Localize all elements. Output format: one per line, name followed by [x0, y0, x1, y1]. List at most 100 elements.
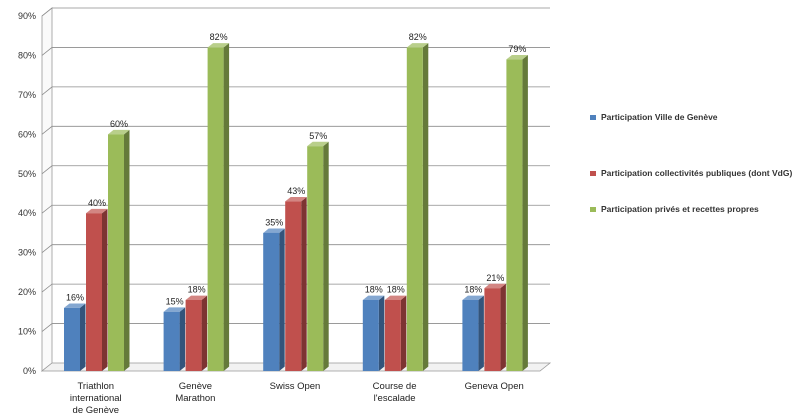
- bar-top: [86, 208, 108, 214]
- bar-1-2: [207, 43, 230, 372]
- bar-top: [285, 196, 307, 202]
- gridline: [41, 7, 550, 17]
- data-label: 57%: [309, 131, 327, 141]
- bar-front: [263, 232, 280, 371]
- bar-side: [400, 295, 407, 371]
- bar-0-1: [86, 208, 108, 371]
- data-label: 40%: [88, 198, 106, 208]
- x-category-label: Genève Marathon: [175, 381, 215, 404]
- gridline: [41, 204, 550, 214]
- gridline: [41, 86, 550, 96]
- gridline: [41, 165, 550, 175]
- legend-swatch-red: [590, 171, 596, 176]
- data-labels: 16% 40% 60% 15% 18% 82% 35% 43% 57% 18% 18% 82% 18% 2…: [66, 32, 526, 306]
- legend-item-collectivites: Participation collectivités publiques (d…: [590, 168, 802, 178]
- bar-top: [484, 283, 506, 289]
- bar-side: [478, 295, 484, 371]
- bar-top: [362, 295, 385, 300]
- legend-swatch-green: [590, 207, 596, 212]
- bar-side: [522, 54, 528, 371]
- x-axis-category-labels: Triathlon international de Genève Genève Mar…: [70, 381, 524, 416]
- y-tick-label: 40%: [18, 208, 36, 218]
- bar-top: [506, 54, 528, 60]
- x-category-label: Swiss Open: [270, 381, 321, 392]
- bar-top: [307, 141, 329, 147]
- gridline: [41, 125, 550, 135]
- bar-2-1: [285, 196, 307, 371]
- data-label: 82%: [409, 32, 427, 42]
- bar-4-0: [462, 295, 484, 371]
- bar-3-2: [406, 43, 429, 372]
- gridline: [41, 283, 550, 293]
- bar-front: [108, 134, 124, 371]
- bar-front: [185, 300, 202, 371]
- gridline: [41, 47, 550, 56]
- bar-1-1: [185, 295, 208, 371]
- x-category-label: Geneva Open: [465, 381, 524, 392]
- bar-front: [506, 59, 523, 372]
- bar-top: [406, 43, 429, 48]
- bar-top: [108, 129, 130, 135]
- bar-front: [484, 288, 501, 371]
- legend: Participation Ville de Genève Participat…: [590, 112, 802, 214]
- y-tick-label: 30%: [18, 248, 36, 258]
- data-label: 43%: [287, 186, 305, 196]
- bar-side: [422, 43, 429, 372]
- data-label: 15%: [166, 296, 184, 306]
- bar-top: [384, 295, 407, 300]
- bar-top: [462, 295, 484, 300]
- bar-side: [500, 283, 506, 371]
- legend-label: Participation Ville de Genève: [601, 112, 718, 122]
- bar-side: [378, 295, 385, 371]
- bar-1-0: [163, 307, 186, 371]
- bar-front: [384, 300, 401, 371]
- bar-top: [185, 295, 208, 300]
- bar-side: [179, 307, 186, 371]
- data-label: 18%: [188, 285, 206, 295]
- bar-front: [285, 201, 302, 371]
- bar-side: [201, 295, 208, 371]
- data-label: 18%: [365, 285, 383, 295]
- bar-front: [362, 300, 379, 371]
- y-tick-label: 80%: [18, 50, 36, 60]
- bar-side: [279, 228, 285, 371]
- y-tick-label: 90%: [18, 11, 36, 21]
- bar-side: [223, 43, 230, 372]
- bar-top: [207, 43, 230, 48]
- bar-side: [102, 208, 108, 371]
- bar-front: [462, 300, 479, 371]
- legend-item-ville: Participation Ville de Genève: [590, 112, 802, 122]
- bar-front: [207, 47, 224, 372]
- bar-0-2: [108, 129, 130, 371]
- x-category-label: Course de l'escalade: [373, 381, 417, 404]
- data-label: 60%: [110, 119, 128, 129]
- bar-front: [86, 213, 102, 371]
- y-tick-label: 60%: [18, 129, 36, 139]
- bar-front: [163, 311, 180, 371]
- legend-label: Participation privés et recettes propres: [601, 204, 759, 214]
- y-tick-label: 20%: [18, 287, 36, 297]
- bar-front: [307, 146, 324, 371]
- bar-2-0: [263, 228, 285, 371]
- legend-item-prives: Participation privés et recettes propres: [590, 204, 802, 214]
- bar-top: [263, 228, 285, 233]
- y-tick-label: 70%: [18, 90, 36, 100]
- bar-side: [301, 196, 307, 371]
- bar-2-2: [307, 141, 329, 371]
- data-label: 18%: [464, 285, 482, 295]
- bar-top: [64, 303, 86, 308]
- left-wall: [41, 7, 53, 372]
- y-tick-label: 10%: [18, 327, 36, 337]
- bar-side: [323, 141, 329, 371]
- bar-side: [124, 129, 130, 371]
- legend-label: Participation collectivités publiques (d…: [601, 168, 793, 178]
- bar-4-1: [484, 283, 506, 371]
- data-label: 79%: [508, 44, 526, 54]
- bar-top: [163, 307, 186, 312]
- bar-4-2: [506, 54, 528, 372]
- x-category-label: Triathlon international de Genève: [70, 381, 122, 416]
- data-label: 18%: [387, 285, 405, 295]
- bar-3-1: [384, 295, 407, 371]
- y-axis: 0% 10% 20% 30% 40% 50% 60% 70% 80% 90%: [18, 11, 36, 376]
